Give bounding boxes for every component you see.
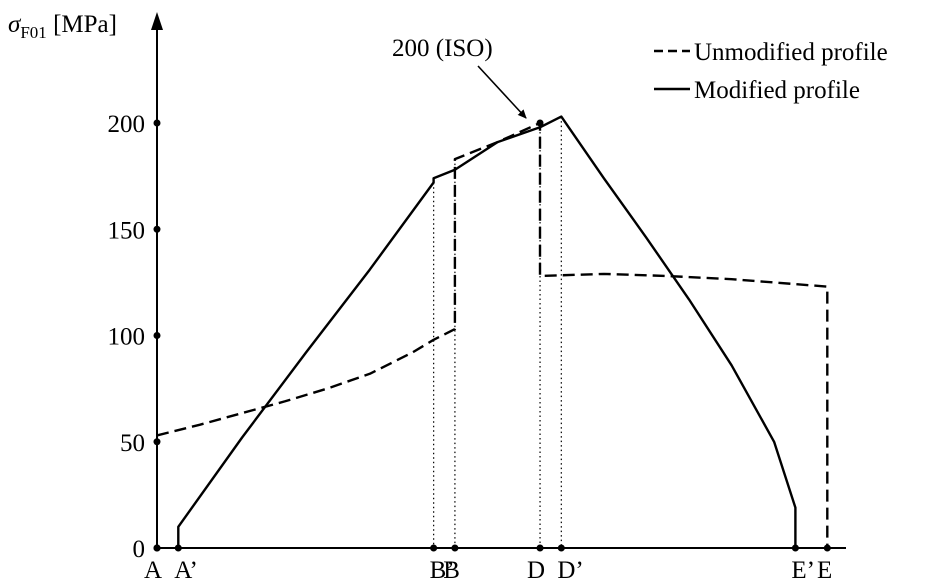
x-tick-label: B’: [430, 557, 455, 584]
y-tick-label: 0: [133, 536, 146, 563]
y-tick-mark: [153, 225, 161, 233]
y-axis-arrowhead: [151, 12, 163, 30]
x-tick-label: A: [144, 557, 162, 584]
x-tick-label: A’: [174, 557, 198, 584]
x-tick-mark: [153, 544, 161, 552]
x-tick-label: E: [817, 557, 832, 584]
y-tick-mark: [153, 332, 161, 339]
x-tick-mark: [451, 544, 459, 552]
y-tick-label: 100: [108, 324, 146, 351]
x-tick-mark: [536, 544, 544, 552]
iso-point-marker: [536, 119, 544, 127]
x-tick-label: E’: [791, 557, 815, 584]
y-axis-label: σF01 [MPa]: [8, 11, 117, 42]
y-tick-mark: [153, 119, 161, 127]
series-line-unmodified: [156, 121, 829, 548]
legend-label-modified: Modified profile: [694, 77, 860, 104]
y-ticks: 0 50 100 150 200: [108, 111, 161, 563]
y-tick-label: 150: [108, 217, 146, 244]
x-tick-mark: [557, 544, 565, 552]
y-tick-label: 200: [108, 111, 146, 138]
iso-annotation-arrow: [477, 65, 527, 119]
x-ticks: A A’ B’B D D’ E’ E: [144, 544, 832, 584]
x-tick-label: D’: [557, 557, 583, 584]
iso-annotation-label: 200 (ISO): [392, 35, 493, 62]
guide-lines: [433, 116, 562, 548]
series-line-modified: [177, 115, 797, 548]
y-axis-label-subscript: F01: [20, 23, 46, 42]
y-tick-mark: [153, 438, 161, 446]
y-tick-label: 50: [120, 430, 145, 457]
legend-label-unmodified: Unmodified profile: [694, 39, 888, 66]
legend: Unmodified profile Modified profile: [654, 39, 888, 104]
y-axis-label-symbol: σ: [8, 11, 22, 38]
x-tick-label: B: [443, 557, 460, 584]
series-lines: [156, 115, 829, 548]
y-axis-label-unit: [MPa]: [47, 11, 117, 38]
x-tick-label: D: [527, 557, 545, 584]
